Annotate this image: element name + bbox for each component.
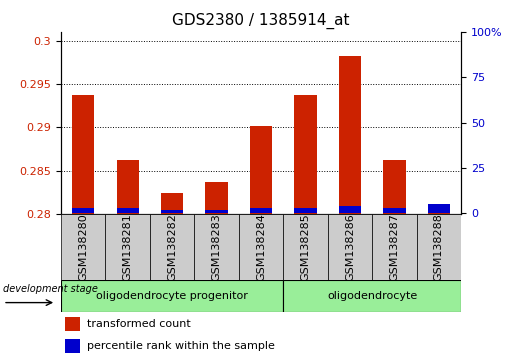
Text: percentile rank within the sample: percentile rank within the sample [87, 341, 275, 351]
Bar [283, 214, 328, 280]
Bar [150, 214, 195, 280]
FancyBboxPatch shape [283, 280, 461, 312]
Bar [72, 208, 94, 213]
Text: oligodendrocyte progenitor: oligodendrocyte progenitor [96, 291, 248, 301]
Text: GSM138281: GSM138281 [122, 213, 132, 281]
Text: GSM138286: GSM138286 [345, 213, 355, 281]
FancyBboxPatch shape [61, 280, 283, 312]
Text: oligodendrocyte: oligodendrocyte [327, 291, 417, 301]
Bar [195, 214, 239, 280]
Bar [65, 317, 80, 331]
Bar [428, 204, 450, 213]
Bar [339, 206, 361, 213]
Bar [206, 210, 228, 213]
Bar [105, 214, 150, 280]
Bar [428, 212, 450, 214]
Bar [61, 214, 105, 280]
Text: transformed count: transformed count [87, 319, 191, 329]
Bar [294, 208, 316, 213]
Bar [372, 214, 417, 280]
Bar [72, 95, 94, 214]
Bar [161, 210, 183, 213]
Bar [250, 126, 272, 214]
Text: GSM138287: GSM138287 [390, 213, 400, 281]
Text: GSM138284: GSM138284 [256, 213, 266, 281]
Bar [239, 214, 283, 280]
Bar [383, 208, 405, 213]
Text: development stage: development stage [3, 284, 98, 293]
Text: GSM138283: GSM138283 [211, 213, 222, 281]
Text: GSM138285: GSM138285 [301, 213, 311, 281]
Bar [294, 95, 316, 214]
Bar [161, 193, 183, 214]
Title: GDS2380 / 1385914_at: GDS2380 / 1385914_at [172, 13, 350, 29]
Text: GSM138288: GSM138288 [434, 213, 444, 281]
Bar [250, 208, 272, 213]
Bar [417, 214, 461, 280]
Bar [206, 182, 228, 214]
Text: GSM138282: GSM138282 [167, 213, 177, 281]
Bar [383, 160, 405, 214]
Bar [339, 56, 361, 214]
Bar [117, 208, 139, 213]
Text: GSM138280: GSM138280 [78, 213, 88, 281]
Bar [117, 160, 139, 214]
Bar [328, 214, 372, 280]
Bar [65, 339, 80, 353]
